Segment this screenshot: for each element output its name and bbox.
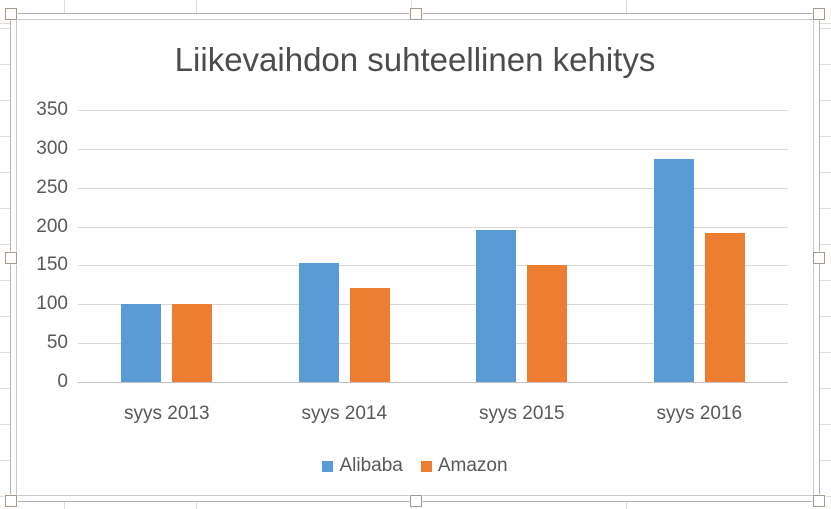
gridline <box>78 226 788 228</box>
bar-alibaba-syys-2013[interactable] <box>121 304 162 382</box>
gridline <box>78 110 788 111</box>
resize-handle-top-left[interactable] <box>5 8 17 20</box>
y-tick-label: 100 <box>36 293 68 315</box>
y-tick-label: 350 <box>36 99 68 120</box>
y-tick-label: 150 <box>36 254 68 276</box>
bar-amazon-syys-2015[interactable] <box>527 265 568 382</box>
bar-amazon-syys-2016[interactable] <box>704 232 745 382</box>
chart-title[interactable]: Liikevaihdon suhteellinen kehitys <box>174 41 656 78</box>
chart-selection-frame[interactable]: Liikevaihdon suhteellinen kehitys 0 50 100… <box>5 8 825 507</box>
resize-handle-top-right[interactable] <box>813 8 825 20</box>
legend-item-alibaba[interactable]: Alibaba <box>322 455 403 477</box>
gridline <box>78 304 788 306</box>
gridline <box>78 187 788 189</box>
legend-swatch <box>420 460 432 472</box>
bar-alibaba-syys-2014[interactable] <box>298 263 339 382</box>
plot-area[interactable] <box>78 110 788 382</box>
resize-handle-top-center[interactable] <box>410 8 422 20</box>
resize-handle-middle-right[interactable] <box>813 252 825 264</box>
legend-item-amazon[interactable]: Amazon <box>420 455 508 477</box>
bar-alibaba-syys-2015[interactable] <box>476 230 517 382</box>
legend-swatch <box>322 460 334 472</box>
resize-handle-bottom-center[interactable] <box>410 495 422 507</box>
gridline <box>78 265 788 267</box>
legend-label: Alibaba <box>339 455 403 476</box>
bar-amazon-syys-2013[interactable] <box>172 303 213 382</box>
y-tick-label: 300 <box>36 137 68 159</box>
bar-alibaba-syys-2016[interactable] <box>653 158 694 382</box>
y-tick-label: 250 <box>36 176 68 198</box>
bar-amazon-syys-2014[interactable] <box>349 287 390 382</box>
gridline <box>78 148 788 150</box>
x-category-label: syys 2013 <box>123 403 210 424</box>
y-tick-label: 50 <box>46 332 68 354</box>
resize-handle-bottom-left[interactable] <box>5 495 17 507</box>
legend-label: Amazon <box>437 455 508 476</box>
x-category-label: syys 2015 <box>478 403 565 424</box>
x-category-label: syys 2014 <box>301 403 388 424</box>
gridline <box>78 343 788 345</box>
y-tick-label: 0 <box>57 371 68 392</box>
resize-handle-bottom-right[interactable] <box>813 495 825 507</box>
resize-handle-middle-left[interactable] <box>5 252 17 264</box>
chart-legend[interactable]: Alibaba Amazon <box>11 455 819 477</box>
x-category-label: syys 2016 <box>656 403 743 424</box>
x-axis-line <box>78 382 788 383</box>
y-tick-label: 200 <box>36 215 68 237</box>
